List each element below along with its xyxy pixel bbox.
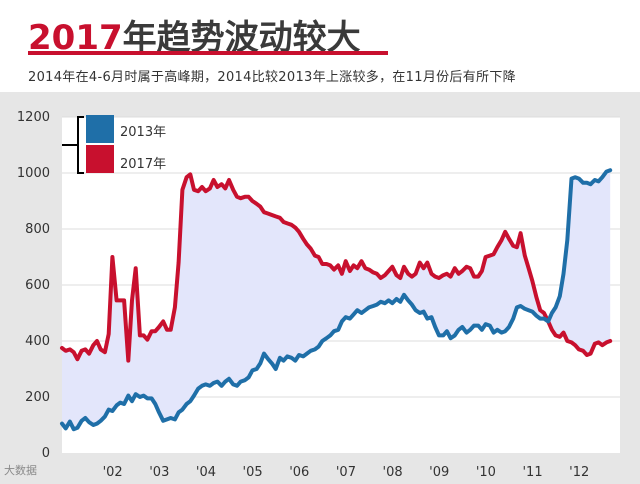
y-tick-label: 1000: [17, 166, 50, 181]
x-tick-label: '12: [569, 465, 589, 480]
x-tick-label: '02: [103, 465, 123, 480]
x-tick-label: '09: [429, 465, 449, 480]
legend-label-2017: 2017年: [120, 157, 167, 172]
y-tick-label: 800: [25, 222, 50, 237]
x-axis: '02 '03 '04 '05 '06 '07 '08 '09 '10 '11 '12: [103, 465, 590, 480]
y-tick-label: 1200: [17, 110, 50, 125]
x-tick-label: '06: [289, 465, 309, 480]
subtitle: 2014年在4-6月时属于高峰期，2014比较2013年上涨较多，在11月份后有…: [28, 70, 516, 85]
y-tick-label: 600: [25, 278, 50, 293]
y-tick-label: 0: [42, 446, 50, 461]
y-axis: 0 200 400 600 800 1000 1200: [17, 110, 50, 461]
series-line-2017: [60, 172, 613, 363]
legend-swatch-2013: [86, 115, 114, 143]
legend-swatch-2017: [86, 145, 114, 173]
x-tick-label: '03: [149, 465, 169, 480]
legend-label-2013: 2013年: [120, 125, 167, 140]
x-tick-label: '05: [243, 465, 263, 480]
x-tick-label: '07: [336, 465, 356, 480]
watermark: 大数据: [4, 464, 37, 477]
y-tick-label: 200: [25, 390, 50, 405]
y-tick-label: 400: [25, 334, 50, 349]
x-tick-label: '11: [522, 465, 542, 480]
between-fill: [62, 170, 611, 430]
x-tick-label: '10: [476, 465, 496, 480]
x-tick-label: '04: [196, 465, 216, 480]
x-tick-label: '08: [383, 465, 403, 480]
title-underline: [28, 51, 388, 55]
series-line-2013: [60, 168, 613, 432]
legend-bracket: [62, 116, 84, 174]
